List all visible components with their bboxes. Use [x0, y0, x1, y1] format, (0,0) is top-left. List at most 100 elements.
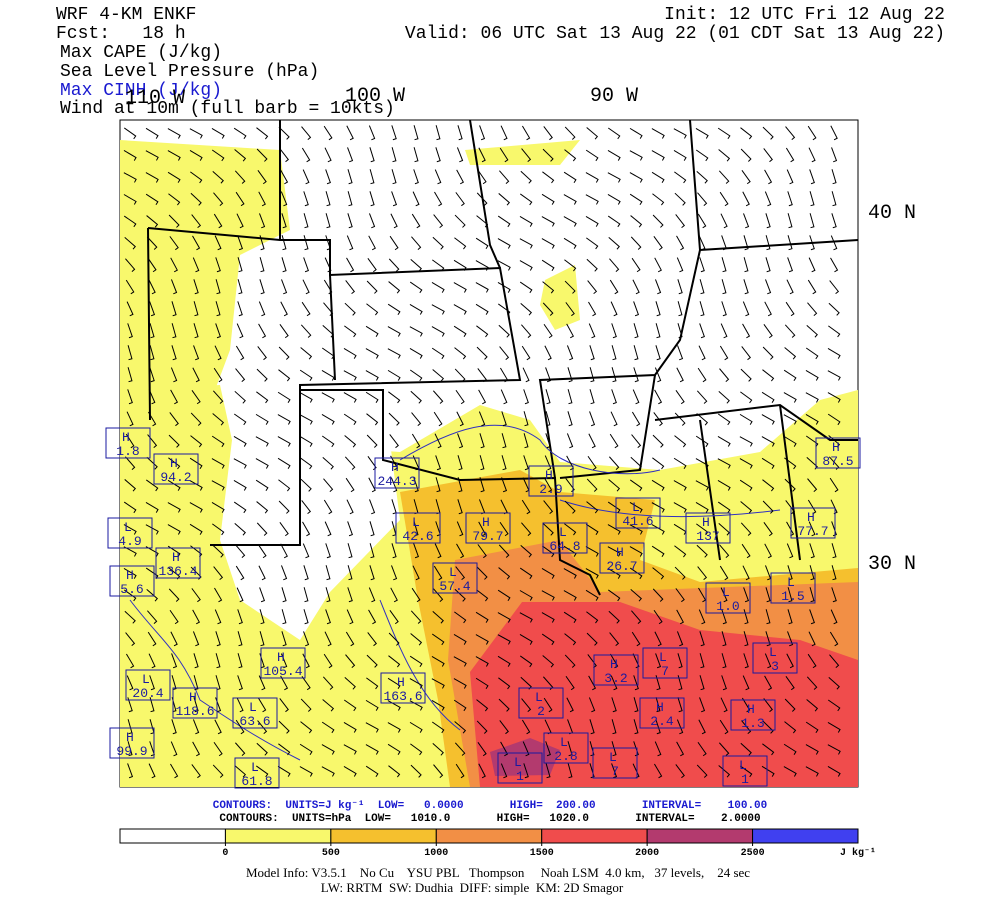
center-value: 118.6 [175, 704, 214, 719]
wind-barb [740, 127, 753, 140]
wind-barb [831, 587, 837, 603]
wind-barb [677, 301, 683, 317]
wind-barb [233, 501, 247, 514]
center-value: 5.6 [120, 582, 143, 597]
wind-barb [410, 633, 423, 646]
wind-barb [369, 521, 375, 537]
wind-barb [542, 655, 555, 668]
wind-barb [171, 345, 177, 361]
center-value: 1.5 [781, 589, 804, 604]
wind-barb [739, 413, 753, 425]
wind-barb [765, 213, 771, 229]
wind-barb [299, 766, 313, 777]
wind-barb [369, 499, 376, 515]
wind-barb [652, 457, 665, 470]
wind-barb [149, 675, 155, 691]
wind-barb [719, 544, 730, 558]
center-value: 1 [516, 769, 524, 784]
wind-barb [544, 345, 552, 361]
wind-barb [145, 150, 159, 161]
wind-barb [410, 259, 422, 272]
wind-barb [147, 631, 157, 647]
init-time: Init: 12 UTC Fri 12 Aug 22 [664, 5, 945, 25]
wind-barb [192, 257, 200, 273]
wind-barb [586, 611, 599, 624]
wind-barb [519, 567, 533, 580]
wind-barb [453, 678, 467, 689]
wind-barb [435, 125, 441, 141]
wind-barb [611, 345, 617, 361]
center-value: 57.4 [439, 579, 470, 594]
wind-barb [519, 281, 533, 294]
wind-barb [655, 697, 661, 713]
wind-barb [346, 125, 354, 141]
wind-barb [345, 477, 355, 493]
wind-barb [411, 412, 422, 427]
wind-barb [257, 346, 267, 361]
wind-barb [498, 698, 510, 712]
wind-barb [585, 546, 599, 557]
wind-barb [432, 236, 444, 250]
wind-barb [475, 611, 489, 623]
wind-barb [343, 699, 357, 712]
wind-barb [409, 348, 423, 359]
wind-barb [431, 347, 445, 360]
wind-barb [523, 455, 529, 471]
field-label: Sea Level Pressure (hPa) [60, 62, 319, 82]
wind-barb [322, 456, 334, 470]
wind-barb [696, 764, 708, 778]
center-box [730, 699, 776, 731]
wind-barb [190, 566, 202, 580]
wind-barb [655, 675, 661, 691]
wind-barb [611, 323, 617, 339]
wind-barb [564, 126, 576, 140]
wind-barb [652, 588, 664, 602]
wind-barb [829, 477, 839, 493]
wind-barb [479, 455, 485, 471]
wind-barb [192, 367, 200, 383]
wind-barb [193, 345, 200, 361]
wind-barb [145, 193, 159, 206]
center-type: L [659, 650, 667, 665]
wind-barb [365, 325, 379, 337]
wind-barb [500, 741, 509, 757]
wind-barb [344, 302, 356, 316]
wind-barb [543, 323, 553, 339]
wind-barb [257, 543, 267, 559]
wind-barb [500, 389, 508, 405]
wind-barb [303, 191, 309, 207]
wind-barb [123, 172, 137, 183]
wind-barb [765, 609, 771, 625]
wind-barb [189, 523, 203, 535]
wind-barb [255, 436, 269, 447]
wind-barb [125, 433, 135, 449]
wind-barb [630, 456, 642, 470]
wind-barb [237, 609, 243, 625]
wind-barb [805, 414, 819, 425]
wind-barb [761, 436, 775, 447]
wind-barb [677, 697, 683, 713]
wind-barb [497, 655, 511, 667]
wind-barb [191, 764, 201, 779]
wind-barb [784, 478, 796, 492]
wind-barb [608, 589, 621, 602]
wind-barb [387, 369, 401, 381]
wind-barb [829, 280, 840, 295]
center-type: L [412, 515, 420, 530]
wind-barb [215, 653, 221, 669]
wind-barb [807, 279, 817, 295]
wind-barb [300, 347, 313, 360]
wind-barb [611, 389, 617, 405]
wind-barb [652, 214, 664, 228]
wind-barb [721, 653, 727, 669]
wind-barb [588, 323, 596, 339]
wind-barb [566, 697, 574, 713]
wind-barb [123, 127, 137, 140]
wind-barb [259, 235, 265, 251]
wind-barb [434, 433, 442, 449]
wind-barb [322, 699, 335, 712]
wind-barb [827, 392, 841, 403]
wind-barb [787, 213, 793, 229]
wind-barb [321, 370, 335, 381]
